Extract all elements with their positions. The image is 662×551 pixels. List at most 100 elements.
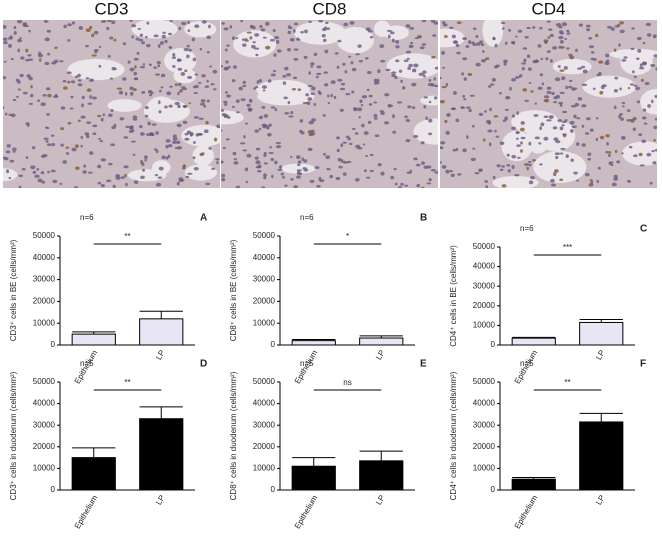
nucleus — [363, 169, 367, 173]
nucleus — [500, 21, 506, 25]
nucleus — [178, 26, 182, 31]
nucleus — [547, 36, 551, 39]
nucleus — [221, 64, 223, 68]
y-tick-label: 20000 — [253, 297, 276, 306]
nucleus — [478, 168, 484, 172]
nucleus — [30, 165, 36, 170]
nucleus — [456, 51, 461, 55]
nucleus — [643, 122, 648, 125]
lumen — [609, 48, 657, 60]
nucleus — [348, 142, 353, 146]
nucleus — [288, 25, 291, 28]
nucleus — [22, 91, 28, 95]
nucleus — [580, 65, 586, 69]
nucleus — [380, 171, 385, 176]
nucleus — [322, 114, 327, 117]
nucleus — [63, 24, 67, 29]
nucleus — [552, 172, 557, 177]
micrograph-content — [440, 20, 657, 188]
nucleus — [452, 40, 458, 44]
nucleus — [555, 22, 562, 27]
nucleus — [318, 20, 324, 23]
nucleus — [262, 36, 267, 39]
nucleus — [442, 23, 448, 27]
nucleus — [463, 77, 467, 81]
nucleus — [200, 102, 205, 106]
nucleus — [351, 90, 355, 94]
nucleus — [418, 35, 422, 39]
nucleus — [494, 43, 498, 48]
y-tick-label: 20000 — [33, 442, 56, 451]
nucleus — [38, 51, 42, 56]
nucleus — [184, 69, 188, 73]
n-label: n=5 — [300, 359, 314, 368]
nucleus — [482, 138, 486, 142]
nucleus — [127, 60, 131, 64]
nucleus — [235, 111, 240, 114]
nucleus — [155, 149, 159, 154]
nucleus — [258, 78, 263, 83]
nucleus — [597, 166, 601, 170]
nucleus — [423, 104, 427, 109]
nucleus — [233, 157, 237, 161]
nucleus — [475, 42, 481, 46]
nucleus — [296, 170, 301, 175]
nucleus — [284, 112, 290, 115]
nucleus — [566, 47, 570, 50]
nucleus — [260, 28, 266, 32]
nucleus — [452, 90, 457, 95]
nucleus — [550, 183, 557, 187]
nucleus — [590, 51, 595, 54]
nucleus — [118, 90, 124, 95]
nucleus — [584, 172, 590, 177]
nucleus — [364, 57, 369, 60]
nucleus — [380, 111, 385, 115]
image-label: CD8 — [312, 0, 346, 18]
nucleus — [644, 82, 650, 85]
nucleus — [559, 69, 565, 72]
nucleus — [530, 176, 536, 180]
nucleus — [373, 113, 378, 118]
y-axis-label: CD4⁺ cells in duodenum (cells/mm²) — [449, 371, 458, 500]
nucleus — [316, 72, 322, 75]
x-tick-label: LP — [594, 494, 607, 507]
nucleus — [291, 87, 297, 91]
nucleus — [182, 120, 188, 125]
nucleus — [138, 125, 143, 129]
nucleus — [508, 28, 512, 32]
nucleus — [358, 116, 362, 119]
nucleus — [178, 82, 182, 87]
nucleus — [245, 122, 248, 125]
nucleus — [340, 143, 344, 148]
nucleus — [544, 98, 550, 103]
nucleus — [621, 152, 624, 155]
nucleus — [85, 44, 89, 48]
nucleus — [633, 84, 638, 87]
nucleus — [142, 168, 146, 172]
nucleus — [144, 35, 148, 39]
micrograph-content — [3, 20, 220, 188]
nucleus — [362, 143, 366, 146]
nucleus — [82, 170, 87, 174]
nucleus — [562, 133, 567, 138]
nucleus — [340, 158, 344, 163]
nucleus — [345, 93, 351, 96]
nucleus — [343, 161, 348, 164]
nucleus — [511, 154, 517, 159]
nucleus — [642, 116, 647, 120]
nucleus — [635, 86, 641, 91]
nucleus — [425, 116, 428, 121]
nucleus — [365, 154, 368, 158]
nucleus — [327, 101, 331, 105]
nucleus — [226, 44, 230, 47]
nucleus — [559, 126, 564, 131]
nucleus — [93, 30, 99, 35]
nucleus — [392, 114, 395, 119]
nucleus — [564, 37, 568, 40]
nucleus — [290, 37, 295, 42]
nucleus — [527, 67, 532, 71]
nucleus — [465, 45, 470, 49]
nucleus — [297, 163, 301, 167]
nucleus — [158, 100, 161, 105]
nucleus — [159, 41, 164, 45]
